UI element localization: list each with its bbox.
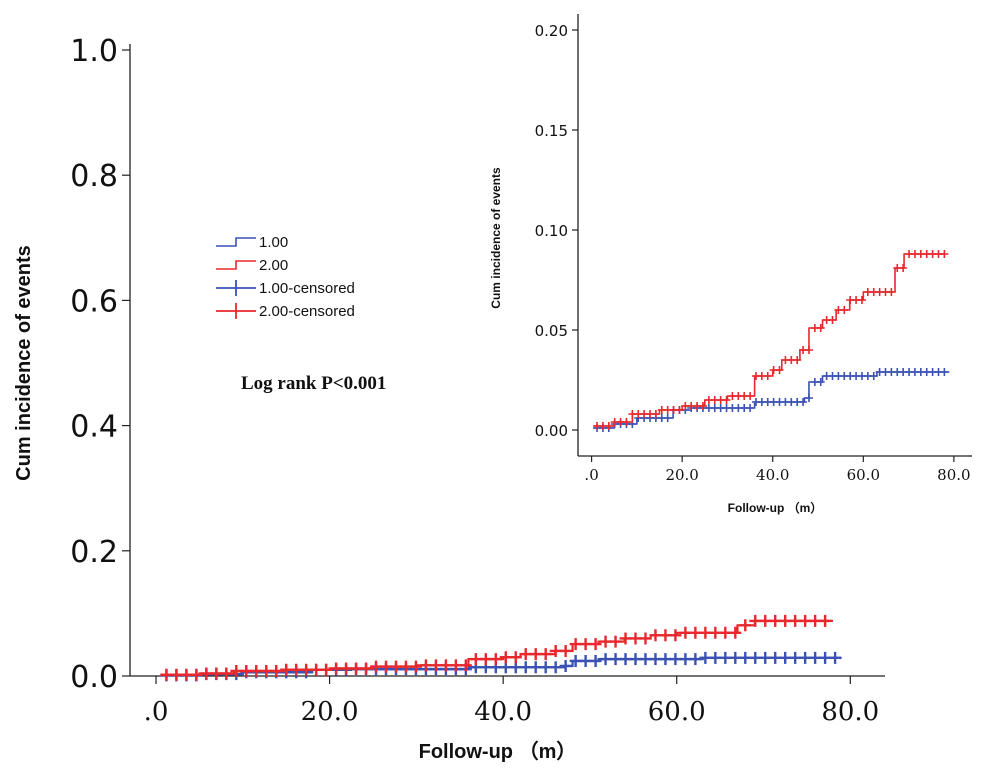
main-plot: 0.0 0.2 0.4 0.6 0.8 1.0 .0 20.0 40.0 60.0 80.0 Foll…	[13, 34, 885, 763]
inset-censor-mark-2.00	[763, 372, 772, 380]
main-y-tick-label: 0.6	[70, 284, 118, 319]
main-censor-mark-2.00	[739, 619, 752, 632]
main-x-axis-title: Follow-up （m）	[419, 740, 577, 763]
inset-censor-mark-2.00	[746, 392, 755, 400]
inset-x-axis-title: Follow-up （m）	[728, 500, 823, 515]
inset-censor-mark-1.00	[869, 372, 878, 380]
main-censor-mark-2.00	[559, 644, 572, 657]
main-y-tick-label: 1.0	[70, 34, 118, 69]
main-censor-mark-2.00	[320, 663, 333, 676]
inset-censor-mark-2.00	[840, 306, 849, 314]
inset-y-tick-label: 0.15	[535, 122, 568, 140]
main-censor-mark-1.00	[549, 661, 562, 674]
inset-censor-mark-2.00	[604, 422, 613, 430]
inset-plot: 0.00 0.05 0.10 0.15 0.20 .0 20.0 40.0 60.0 80.0 Fo…	[489, 14, 972, 515]
legend-swatch-2.00-censored	[216, 303, 256, 319]
main-censor-mark-2.00	[459, 659, 472, 672]
main-x-tick-label: .0	[144, 697, 169, 727]
inset-censor-mark-1.00	[940, 368, 949, 376]
inset-censor-mark-1.00	[663, 414, 672, 422]
log-rank-annotation: Log rank P<0.001	[241, 373, 386, 394]
inset-x-tick-label: 20.0	[665, 466, 698, 484]
inset-censor-mark-2.00	[698, 402, 707, 410]
inset-censor-mark-2.00	[722, 396, 731, 404]
legend-swatch-1.00-censored	[216, 280, 256, 296]
legend-swatch-2.00	[216, 260, 256, 270]
inset-x-tick-label: 40.0	[756, 466, 789, 484]
inset-censor-mark-2.00	[793, 356, 802, 364]
inset-censor-mark-2.00	[622, 418, 631, 426]
main-censor-mark-2.00	[669, 629, 682, 642]
inset-x-tick-label: 80.0	[937, 466, 970, 484]
legend-label: 2.00	[259, 257, 288, 274]
inset-censor-mark-2.00	[899, 264, 908, 272]
legend-label: 1.00-censored	[259, 280, 355, 297]
inset-censor-mark-2.00	[887, 288, 896, 296]
main-censor-mark-2.00	[729, 626, 742, 639]
inset-censor-mark-2.00	[940, 250, 949, 258]
legend-swatch-1.00	[216, 237, 256, 247]
legend: 1.00 2.00 1.00-censored 2.00-censored	[216, 234, 355, 320]
main-censor-mark-1.00	[559, 659, 572, 672]
inset-censor-mark-2.00	[857, 296, 866, 304]
main-censor-mark-2.00	[360, 662, 373, 675]
main-x-tick-label: 60.0	[648, 697, 706, 727]
inset-censor-mark-2.00	[675, 406, 684, 414]
legend-label: 2.00-censored	[259, 303, 355, 320]
main-censor-mark-2.00	[220, 667, 233, 680]
inset-censor-mark-2.00	[804, 346, 813, 354]
inset-censor-mark-2.00	[828, 316, 837, 324]
main-x-tick-label: 80.0	[821, 697, 879, 727]
main-censor-mark-2.00	[190, 668, 203, 681]
main-y-axis-title: Cum incidence of events	[13, 245, 35, 481]
main-y-tick-label: 0.2	[70, 535, 118, 570]
main-censor-mark-1.00	[689, 653, 702, 666]
main-censor-mark-2.00	[589, 638, 602, 651]
main-y-tick-label: 0.0	[70, 660, 118, 695]
inset-censor-mark-2.00	[651, 410, 660, 418]
main-censor-mark-2.00	[489, 653, 502, 666]
main-censor-mark-1.00	[589, 654, 602, 667]
main-censor-mark-1.00	[829, 651, 842, 664]
inset-censor-mark-1.00	[816, 378, 825, 386]
inset-y-tick-label: 0.20	[535, 22, 568, 40]
main-censor-mark-2.00	[270, 664, 283, 677]
inset-y-axis-title: Cum incidence of events	[489, 167, 503, 309]
main-censor-mark-2.00	[609, 635, 622, 648]
inset-y-tick-label: 0.05	[535, 322, 568, 340]
inset-y-tick-label: 0.10	[535, 222, 568, 240]
main-censor-mark-2.00	[409, 660, 422, 673]
main-censor-mark-2.00	[509, 651, 522, 664]
main-x-tick-label: 20.0	[301, 697, 359, 727]
inset-x-tick-label: 60.0	[847, 466, 880, 484]
legend-label: 1.00	[259, 234, 288, 251]
main-y-tick-label: 0.8	[70, 159, 118, 194]
main-censor-mark-2.00	[539, 648, 552, 661]
inset-series-1.00-line	[593, 371, 950, 429]
main-y-tick-label: 0.4	[70, 410, 118, 445]
inset-y-tick-label: 0.00	[535, 422, 568, 440]
inset-censor-mark-2.00	[816, 324, 825, 332]
inset-censor-mark-1.00	[799, 398, 808, 406]
main-x-tick-label: 40.0	[474, 697, 532, 727]
inset-x-tick-label: .0	[584, 466, 598, 484]
main-censor-mark-2.00	[819, 614, 832, 627]
inset-censor-mark-1.00	[804, 394, 813, 402]
inset-censor-mark-2.00	[775, 366, 784, 374]
main-censor-mark-2.00	[639, 632, 652, 645]
inset-series-2.00-line	[593, 253, 945, 427]
inset-censor-mark-1.00	[746, 404, 755, 412]
